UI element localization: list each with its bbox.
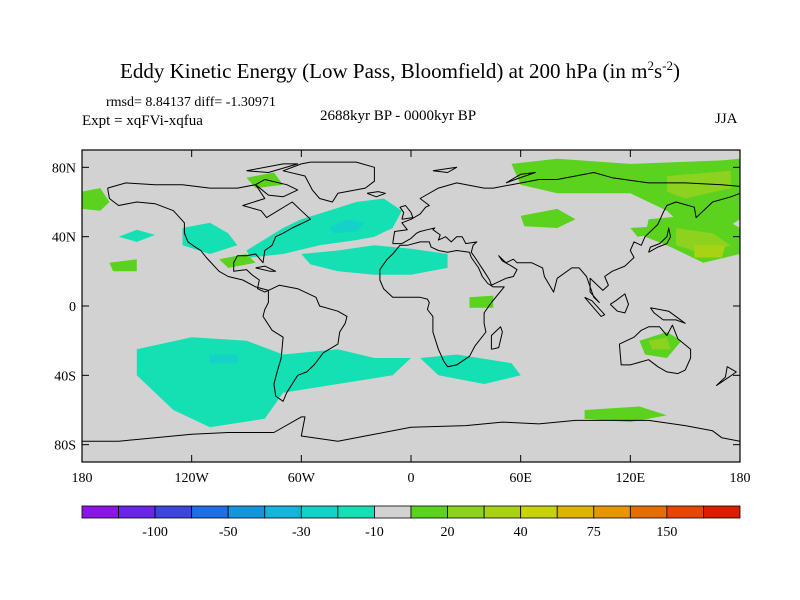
- lon-tick-label: 180: [730, 471, 751, 486]
- lat-tick-label: 0: [69, 300, 76, 315]
- coastline-new-guinea: [649, 307, 686, 324]
- lon-tick-label: 120E: [616, 471, 646, 486]
- coastline-antarctica: [82, 416, 740, 442]
- lat-tick-label: 40S: [54, 369, 76, 384]
- region-north-pacific-cyan: [118, 229, 156, 242]
- colorbar: -100 -50 -30 -10 20 40 75 150: [81, 505, 741, 540]
- coastline-north-america: [107, 182, 311, 293]
- colorbar-swatch: [703, 505, 741, 519]
- colorbar-swatch: [118, 505, 156, 519]
- region-south-atlantic-cyan: [420, 354, 521, 384]
- region-arctic-west-green: [82, 188, 110, 211]
- colorbar-label: -10: [365, 525, 384, 540]
- coastline-sumatra: [584, 296, 606, 317]
- region-north-atlantic-cyan: [246, 198, 402, 258]
- colorbar-label: -50: [219, 525, 238, 540]
- coastline-greenland: [282, 161, 375, 203]
- colorbar-swatch: [227, 505, 266, 519]
- coastline-cuba: [255, 265, 277, 272]
- coastlines: [82, 161, 740, 442]
- season-label: JJA: [715, 111, 738, 127]
- colorbar-swatch: [81, 505, 119, 519]
- region-australia-yellowgreen: [648, 337, 671, 350]
- lon-tick-label: 0: [408, 471, 415, 486]
- colorbar-swatch: [374, 505, 412, 519]
- longitude-axis: 180 120W 60W 0 60E 120E 180: [72, 150, 751, 486]
- coastline-africa: [379, 241, 505, 368]
- coastline-ellesmere-island: [246, 163, 299, 173]
- coastline-baffin-island: [255, 179, 299, 198]
- coastline-iceland: [366, 191, 386, 198]
- colorbar-swatch: [154, 505, 193, 519]
- region-east-pacific-cyan: [182, 222, 238, 254]
- colorbar-swatch: [300, 505, 339, 519]
- region-south-pacific-core: [209, 354, 238, 364]
- colorbar-swatch: [483, 505, 522, 519]
- coastline-japan: [648, 227, 671, 253]
- colorbar-label: -30: [292, 525, 311, 540]
- region-indian-green: [469, 295, 494, 308]
- colorbar-swatch: [520, 505, 558, 519]
- experiment-label: Expt = xqFVi-xqfua: [82, 113, 203, 129]
- colorbar-swatch: [447, 505, 485, 519]
- lon-tick-label: 60E: [509, 471, 532, 486]
- chart-title: Eddy Kinetic Energy (Low Pass, Bloomfiel…: [120, 58, 680, 83]
- stats-label: rmsd= 8.84137 diff= -1.30971: [106, 95, 276, 110]
- colorbar-label: 40: [514, 525, 528, 540]
- region-west-pacific-green-patch: [109, 259, 137, 272]
- lat-tick-label: 80S: [54, 439, 76, 454]
- colorbar-label: 75: [587, 525, 601, 540]
- region-central-atlantic-cyan: [301, 245, 448, 275]
- region-russia-green: [520, 208, 576, 228]
- coastline-novaya-zemlya: [505, 172, 536, 184]
- coastline-britain: [399, 205, 414, 220]
- coastline-madagascar: [490, 326, 503, 350]
- lon-tick-label: 120W: [175, 471, 210, 486]
- lon-tick-label: 180: [72, 471, 93, 486]
- lon-tick-label: 60W: [288, 471, 316, 486]
- colorbar-label: -100: [142, 525, 168, 540]
- coastline-south-america: [262, 284, 348, 402]
- coastline-borneo: [609, 293, 629, 314]
- colorbar-swatch: [629, 505, 668, 519]
- region-east-pacific-green-patch: [219, 254, 256, 268]
- colorbar-label: 150: [656, 525, 677, 540]
- colorbar-swatch: [556, 505, 595, 519]
- colorbar-swatch: [191, 505, 229, 519]
- colorbar-swatch: [264, 505, 302, 519]
- colorbar-swatch: [666, 505, 704, 519]
- coastline-new-zealand: [715, 366, 737, 387]
- colorbar-swatch: [593, 505, 631, 519]
- latitude-axis: 80N 40N 0 40S 80S: [52, 161, 740, 454]
- region-north-atlantic-core: [328, 219, 366, 234]
- colorbar-swatch: [337, 505, 375, 519]
- region-south-pacific-green: [584, 406, 667, 423]
- region-west-pacific-yellow: [694, 245, 726, 258]
- coastline-eurasia: [392, 172, 740, 303]
- region-japan-green: [630, 226, 664, 237]
- lat-tick-label: 80N: [52, 161, 76, 176]
- region-arctic-yellowgreen: [666, 170, 731, 199]
- coastline-australia: [618, 324, 692, 375]
- colorbar-label: 20: [441, 525, 455, 540]
- lat-tick-label: 40N: [52, 231, 76, 246]
- colorbar-swatch: [410, 505, 448, 519]
- coastline-svalbard: [432, 166, 458, 173]
- period-label: 2688kyr BP - 0000kyr BP: [320, 108, 477, 124]
